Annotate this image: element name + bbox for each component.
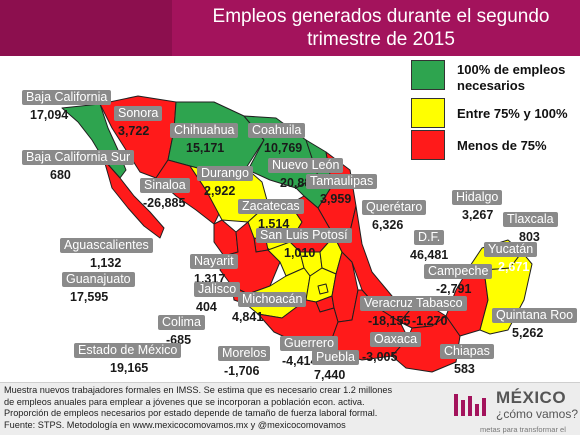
- label-queretaro: Querétaro: [362, 200, 427, 215]
- note-line-2: de empleos anuales para emplear a jóvene…: [4, 396, 365, 407]
- label-hidalgo: Hidalgo: [452, 190, 503, 205]
- region-df: [317, 283, 329, 295]
- label-tamaulipas: Tamaulipas: [306, 174, 378, 189]
- note-line-3: Proporción de empleos necesarios por est…: [4, 408, 378, 418]
- label-jalisco: Jalisco: [194, 282, 241, 297]
- value-estado-de-mexico: 19,165: [110, 361, 149, 375]
- value-aguascalientes: 1,132: [90, 256, 122, 270]
- label-estado-de-mexico: Estado de México: [74, 343, 182, 358]
- note-line-1: Muestra nuevos trabajadores formales en …: [4, 385, 393, 395]
- value-hidalgo: 3,267: [462, 208, 494, 222]
- value-baja-california: 17,094: [30, 108, 69, 122]
- label-sonora: Sonora: [114, 106, 163, 121]
- label-yucatan: Yucatán: [484, 242, 538, 257]
- label-oaxaca: Oaxaca: [370, 332, 422, 347]
- logo-name: MÉXICO: [496, 388, 567, 407]
- value-puebla: 7,440: [314, 368, 346, 382]
- label-veracruz: Veracruz: [360, 296, 418, 311]
- value-oaxaca: -3,005: [362, 350, 398, 364]
- label-tabasco: Tabasco: [412, 296, 467, 311]
- title-line-2: trimestre de 2015: [307, 29, 455, 50]
- label-zacatecas: Zacatecas: [238, 199, 304, 214]
- logo-slogan: metas para transformar el país: [480, 425, 566, 435]
- value-veracruz: -18,155: [368, 314, 411, 328]
- label-df: D.F.: [414, 230, 445, 245]
- region-chihuahua: [167, 101, 265, 175]
- label-guerrero: Guerrero: [280, 336, 339, 351]
- map-title: Empleos generados durante el segundo tri…: [190, 5, 572, 51]
- legend-swatch-red: [411, 130, 445, 160]
- value-morelos: -1,706: [224, 364, 260, 378]
- label-puebla: Puebla: [312, 350, 359, 365]
- label-durango: Durango: [197, 166, 253, 181]
- header-accent: [0, 0, 172, 56]
- value-sinaloa: -26,885: [143, 196, 186, 210]
- value-san-luis-potosi: 1,010: [284, 246, 316, 260]
- value-yucatan: 2,671: [498, 260, 530, 274]
- logo-bars-icon: [454, 394, 486, 416]
- label-nuevo-leon: Nuevo León: [268, 158, 344, 173]
- label-tlaxcala: Tlaxcala: [503, 212, 558, 227]
- value-jalisco: 404: [196, 300, 217, 314]
- value-tabasco: -1,270: [412, 314, 448, 328]
- value-queretaro: 6,326: [372, 218, 404, 232]
- label-chiapas: Chiapas: [440, 344, 494, 359]
- value-coahuila: 10,769: [264, 141, 303, 155]
- label-quintana-roo: Quintana Roo: [492, 308, 578, 323]
- region-baja-california-sur: [103, 159, 165, 239]
- region-nayarit: [213, 219, 239, 257]
- label-baja-california-sur: Baja California Sur: [22, 150, 135, 165]
- label-michoacan: Michoacán: [238, 292, 307, 307]
- value-tamaulipas: 3,959: [320, 192, 352, 206]
- value-guerrero: -4,414: [282, 354, 318, 368]
- label-morelos: Morelos: [218, 346, 271, 361]
- value-durango: 2,922: [204, 184, 236, 198]
- legend-label-green: 100% de empleos necesarios: [457, 62, 566, 93]
- value-chihuahua: 15,171: [186, 141, 225, 155]
- label-san-luis-potosi: San Luis Potosí: [256, 228, 352, 243]
- label-colima: Colima: [158, 315, 205, 330]
- value-baja-california-sur: 680: [50, 168, 71, 182]
- logo-tagline: ¿cómo vamos?: [496, 407, 579, 421]
- value-guanajuato: 17,595: [70, 290, 109, 304]
- value-quintana-roo: 5,262: [512, 326, 544, 340]
- label-sinaloa: Sinaloa: [140, 178, 190, 193]
- legend-swatch-yellow: [411, 98, 445, 128]
- value-zacatecas: 1,514: [258, 217, 290, 231]
- footer-notes: Muestra nuevos trabajadores formales en …: [4, 385, 436, 431]
- value-michoacan: 4,841: [232, 310, 264, 324]
- label-guanajuato: Guanajuato: [62, 272, 135, 287]
- label-baja-california: Baja California: [22, 90, 112, 105]
- title-line-1: Empleos generados durante el segundo: [212, 6, 550, 27]
- value-chiapas: 583: [454, 362, 475, 376]
- label-chihuahua: Chihuahua: [170, 123, 239, 138]
- label-coahuila: Coahuila: [248, 123, 306, 138]
- label-campeche: Campeche: [424, 264, 493, 279]
- legend-label-red: Menos de 75%: [457, 138, 547, 153]
- value-tlaxcala: 803: [519, 230, 540, 244]
- value-campeche: -2,791: [436, 282, 472, 296]
- value-sonora: 3,722: [118, 124, 150, 138]
- label-aguascalientes: Aguascalientes: [60, 238, 153, 253]
- note-line-4: Fuente: STPS. Metodología en www.mexicoc…: [4, 419, 346, 430]
- legend-label-yellow: Entre 75% y 100%: [457, 106, 568, 121]
- value-df: 46,481: [410, 248, 449, 262]
- legend-swatch-green: [411, 60, 445, 90]
- label-nayarit: Nayarit: [190, 254, 238, 269]
